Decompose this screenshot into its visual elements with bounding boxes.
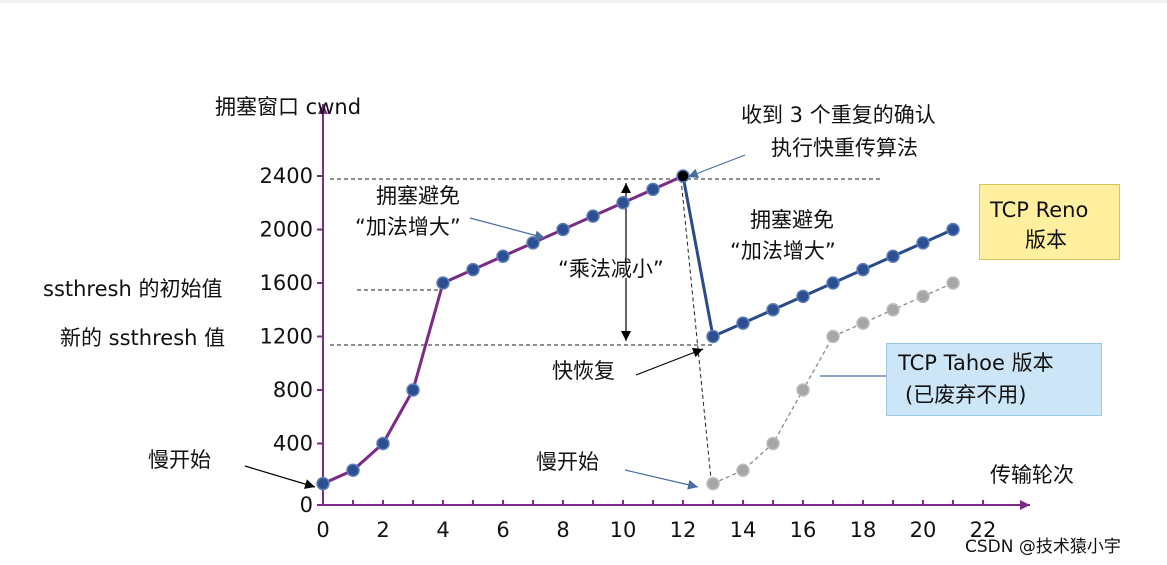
data-point	[496, 249, 510, 263]
data-point	[646, 182, 660, 197]
ss2-label: 慢开始	[536, 450, 599, 474]
data-point	[616, 196, 630, 210]
triple-dup-line1: 收到 3 个重复的确认	[741, 103, 936, 127]
ca1-line2: “加法增大”	[355, 215, 461, 239]
new-ssthresh-label: 新的 ssthresh 值	[60, 326, 225, 350]
series-line-3	[712, 282, 954, 485]
x-tick-label: 22	[970, 518, 997, 542]
data-point	[316, 476, 330, 491]
ca2-line2: “加法增大”	[730, 239, 836, 263]
y-tick-label: 1200	[260, 325, 313, 349]
data-point	[796, 383, 810, 397]
data-point	[376, 436, 390, 451]
data-point	[736, 463, 750, 477]
data-point	[796, 289, 810, 304]
y-axis-label: 拥塞窗口 cwnd	[215, 95, 361, 119]
reno-label-box	[979, 184, 1120, 260]
data-point	[706, 476, 720, 491]
tahoe-label-box	[886, 343, 1102, 416]
md-label: “乘法减小”	[558, 257, 664, 281]
x-axis-label: 传输轮次	[990, 463, 1074, 487]
fast-recovery-label: 快恢复	[552, 359, 615, 383]
reno-label-line1: TCP Reno	[989, 198, 1088, 222]
y-tick-label: 2000	[260, 218, 313, 242]
ss1-label: 慢开始	[148, 448, 211, 472]
triple-dup-line2: 执行快重传算法	[771, 136, 918, 160]
init-ssthresh-label: ssthresh 的初始值	[43, 277, 222, 301]
series-line-2	[681, 175, 954, 339]
data-point	[706, 329, 720, 344]
ca1-line1: 拥塞避免	[376, 184, 460, 208]
data-point	[436, 276, 450, 290]
x-tick-label: 12	[670, 518, 697, 542]
data-point	[676, 169, 690, 183]
x-tick-label: 2	[376, 518, 389, 542]
tahoe-label-line2: (已废弃不用)	[905, 383, 1026, 407]
data-point	[556, 222, 570, 237]
ca1-arrow	[469, 217, 546, 241]
x-tick-label: 10	[610, 518, 637, 542]
x-tick-label: 4	[436, 518, 449, 542]
data-point	[406, 383, 420, 397]
y-tick-label: 800	[273, 378, 313, 402]
data-point	[466, 262, 480, 277]
data-point	[886, 303, 900, 317]
x-tick-label: 20	[910, 518, 937, 542]
ss1-arrow	[244, 465, 316, 489]
x-tick-label: 14	[730, 518, 757, 542]
reno-label-line2: 版本	[1025, 228, 1067, 252]
top-border	[0, 0, 1167, 3]
data-point	[826, 329, 840, 344]
data-point	[826, 276, 840, 290]
data-point	[766, 436, 780, 451]
y-tick-label: 2400	[260, 164, 313, 188]
fast-recovery-arrow	[635, 347, 704, 376]
data-point	[586, 209, 600, 223]
ca2-line1: 拥塞避免	[750, 208, 834, 232]
watermark: CSDN @技术猿小宇	[965, 537, 1121, 557]
data-point	[856, 262, 870, 277]
series-layer	[316, 169, 960, 491]
y-tick-label: 1600	[260, 271, 313, 295]
data-point	[736, 316, 750, 330]
data-point	[526, 236, 540, 250]
x-tick-label: 8	[556, 518, 569, 542]
tahoe-drop	[680, 178, 713, 490]
ss2-arrow	[624, 469, 699, 490]
data-point	[946, 222, 960, 237]
y-tick-label: 0	[300, 493, 313, 517]
y-tick-label: 400	[273, 432, 313, 456]
x-tick-label: 0	[316, 518, 329, 542]
data-point	[916, 289, 930, 304]
x-tick-label: 6	[496, 518, 509, 542]
data-point	[946, 276, 960, 290]
y-ticks: 0 400 800 1200 1600 2000 2400	[260, 164, 323, 517]
data-point	[766, 303, 780, 317]
x-ticks: 0 2 4 6 8 10 12 14 16 18 20 22	[316, 500, 996, 542]
data-point	[856, 316, 870, 330]
triple-dup-arrow	[687, 154, 746, 179]
x-tick-label: 18	[850, 518, 877, 542]
data-point	[916, 236, 930, 250]
x-tick-label: 16	[790, 518, 817, 542]
data-point	[346, 463, 360, 477]
tahoe-label-line1: TCP Tahoe 版本	[897, 351, 1054, 375]
data-point	[886, 249, 900, 263]
